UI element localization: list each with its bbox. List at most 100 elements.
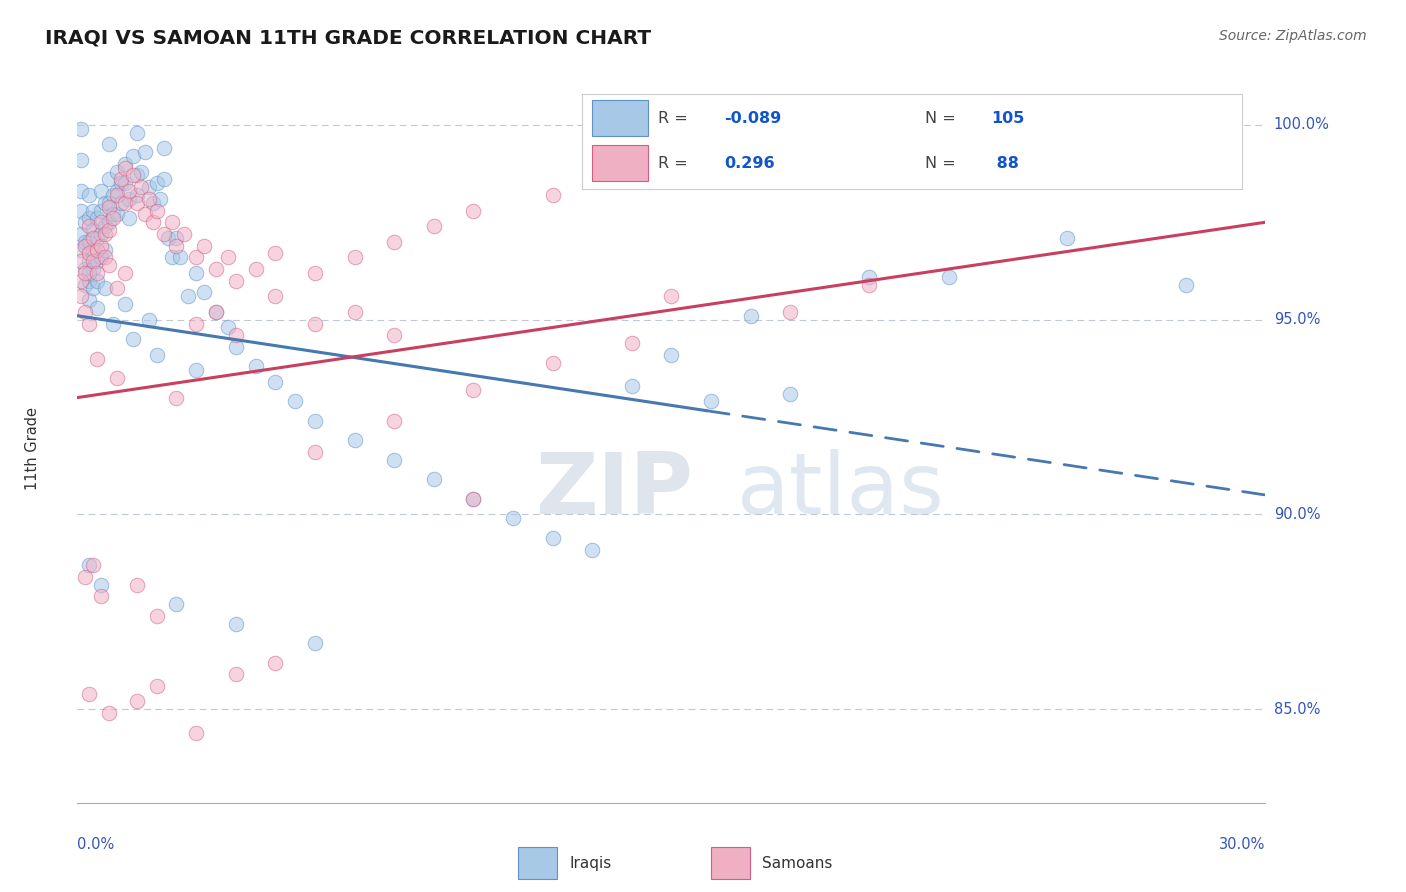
Point bbox=[205, 305, 228, 319]
Point bbox=[77, 211, 100, 226]
Point bbox=[98, 258, 121, 272]
Point bbox=[145, 608, 167, 623]
Text: atlas: atlas bbox=[737, 450, 945, 533]
Point bbox=[129, 180, 152, 194]
Point bbox=[145, 679, 167, 693]
Point bbox=[82, 558, 104, 573]
Point bbox=[118, 192, 141, 206]
Point bbox=[134, 145, 156, 160]
Point bbox=[75, 570, 97, 584]
Point bbox=[304, 636, 326, 650]
Text: Source: ZipAtlas.com: Source: ZipAtlas.com bbox=[1219, 29, 1367, 43]
Point bbox=[779, 305, 801, 319]
Text: Samoans: Samoans bbox=[762, 855, 832, 871]
Point bbox=[463, 383, 485, 397]
Point bbox=[700, 157, 723, 171]
Text: Iraqis: Iraqis bbox=[569, 855, 612, 871]
Point bbox=[70, 121, 93, 136]
Text: 30.0%: 30.0% bbox=[1219, 837, 1265, 852]
Point bbox=[98, 172, 121, 186]
Point bbox=[193, 238, 215, 252]
Point bbox=[225, 328, 247, 343]
Point bbox=[77, 317, 100, 331]
Point bbox=[94, 195, 117, 210]
Point bbox=[86, 351, 108, 366]
Point bbox=[94, 250, 117, 264]
Point bbox=[134, 207, 156, 221]
Text: -0.089: -0.089 bbox=[724, 111, 782, 126]
Point bbox=[90, 250, 112, 264]
Point bbox=[101, 317, 124, 331]
Text: IRAQI VS SAMOAN 11TH GRADE CORRELATION CHART: IRAQI VS SAMOAN 11TH GRADE CORRELATION C… bbox=[45, 29, 651, 47]
Point bbox=[114, 157, 136, 171]
Text: 88: 88 bbox=[991, 155, 1019, 170]
Point bbox=[75, 262, 97, 277]
Text: 100.0%: 100.0% bbox=[1274, 118, 1330, 132]
Point bbox=[70, 184, 93, 198]
Point bbox=[162, 250, 184, 264]
Point bbox=[186, 250, 208, 264]
Text: 11th Grade: 11th Grade bbox=[25, 407, 39, 490]
Bar bbox=[517, 847, 557, 879]
Point bbox=[86, 254, 108, 268]
Point bbox=[86, 301, 108, 315]
Point bbox=[541, 188, 564, 202]
Point bbox=[423, 472, 446, 486]
Point bbox=[70, 153, 93, 167]
Point bbox=[264, 289, 287, 303]
Point bbox=[101, 211, 124, 226]
Point bbox=[98, 137, 121, 152]
Point bbox=[94, 219, 117, 234]
Point bbox=[165, 231, 187, 245]
Point bbox=[86, 266, 108, 280]
Point bbox=[110, 172, 132, 186]
Point bbox=[98, 706, 121, 721]
Point bbox=[142, 215, 165, 229]
Bar bbox=[592, 101, 648, 136]
Point bbox=[186, 725, 208, 739]
Point bbox=[343, 305, 366, 319]
Point bbox=[121, 332, 143, 346]
Point bbox=[77, 293, 100, 308]
Point bbox=[101, 207, 124, 221]
Point bbox=[94, 281, 117, 295]
Point bbox=[217, 320, 239, 334]
Point bbox=[70, 227, 93, 241]
Text: R =: R = bbox=[658, 111, 693, 126]
Text: 85.0%: 85.0% bbox=[1274, 702, 1320, 717]
Point bbox=[125, 694, 148, 708]
Point bbox=[77, 254, 100, 268]
Point bbox=[1215, 137, 1237, 152]
Point bbox=[1175, 277, 1198, 292]
Point bbox=[245, 359, 267, 374]
Point bbox=[193, 285, 215, 300]
Point bbox=[77, 687, 100, 701]
Point bbox=[70, 274, 93, 288]
Point bbox=[165, 597, 187, 611]
Point bbox=[105, 207, 128, 221]
Point bbox=[90, 577, 112, 591]
Point bbox=[225, 340, 247, 354]
Point bbox=[858, 126, 880, 140]
Text: 90.0%: 90.0% bbox=[1274, 507, 1320, 522]
Point bbox=[94, 227, 117, 241]
Point bbox=[82, 243, 104, 257]
Point bbox=[304, 414, 326, 428]
Point bbox=[938, 269, 960, 284]
Point bbox=[114, 266, 136, 280]
Point bbox=[114, 161, 136, 175]
Point bbox=[153, 227, 176, 241]
Point bbox=[620, 172, 643, 186]
Point bbox=[82, 203, 104, 218]
Point bbox=[173, 227, 195, 241]
Point bbox=[110, 195, 132, 210]
Point bbox=[77, 246, 100, 260]
Point bbox=[105, 184, 128, 198]
Point bbox=[205, 262, 228, 277]
Point bbox=[1056, 126, 1078, 140]
Point bbox=[153, 141, 176, 155]
Point bbox=[343, 434, 366, 448]
Point bbox=[121, 169, 143, 183]
Point bbox=[186, 363, 208, 377]
Point bbox=[90, 215, 112, 229]
